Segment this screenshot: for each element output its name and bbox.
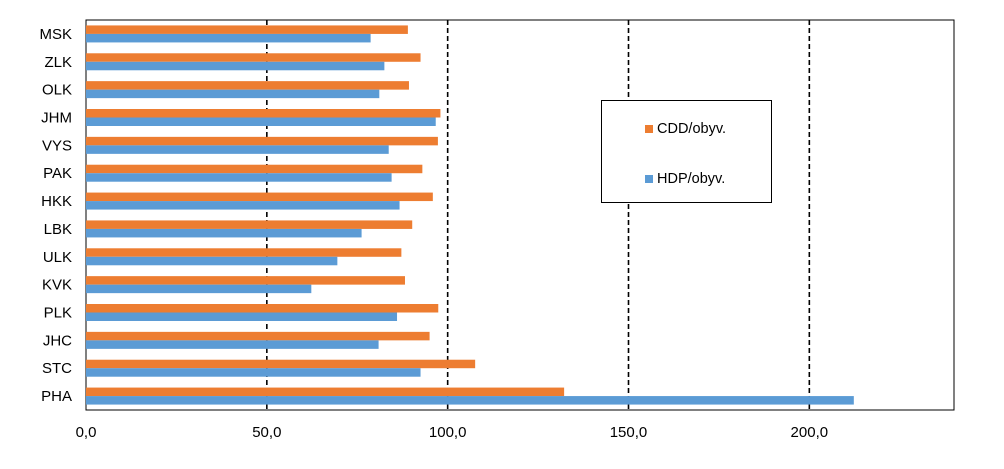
bar-hkk-hdp [86, 201, 400, 210]
category-label-kvk: KVK [42, 277, 72, 294]
plot-area [85, 19, 955, 411]
category-label-jhc: JHC [43, 332, 72, 349]
category-label-pha: PHA [41, 388, 72, 405]
legend: CDD/obyv. HDP/obyv. [601, 100, 772, 203]
bar-ulk-hdp [86, 256, 338, 266]
bar-pak-cdd [86, 164, 423, 174]
category-label-plk: PLK [44, 305, 72, 322]
x-tick-label-4: 200,0 [791, 424, 829, 441]
bar-lbk-cdd [86, 220, 413, 229]
bars-layer [86, 25, 854, 405]
x-tick-label-1: 50,0 [252, 424, 281, 441]
legend-item-cdd: CDD/obyv. [645, 121, 726, 137]
bar-jhc-hdp [86, 340, 379, 349]
category-label-vys: VYS [42, 137, 72, 154]
bar-msk-hdp [86, 33, 371, 43]
category-label-msk: MSK [39, 26, 72, 43]
bar-vys-hdp [86, 145, 389, 154]
bar-ulk-cdd [86, 248, 402, 257]
category-labels: MSK ZLK OLK JHM VYS PAK HKK LBK ULK KVK PLK JHC STC P… [39, 26, 72, 405]
legend-swatch-hdp [645, 175, 653, 183]
legend-swatch-cdd [645, 125, 653, 133]
bar-vys-cdd [86, 136, 438, 146]
bar-pha-hdp [86, 396, 854, 405]
category-label-hkk: HKK [41, 193, 72, 210]
bar-stc-hdp [86, 368, 421, 377]
bar-jhc-cdd [86, 331, 430, 341]
bar-pha-cdd [86, 387, 565, 397]
bar-msk-cdd [86, 25, 408, 34]
category-label-stc: STC [42, 360, 72, 377]
legend-label-cdd: CDD/obyv. [657, 121, 727, 137]
category-label-pak: PAK [43, 165, 72, 182]
bar-zlk-hdp [86, 61, 385, 71]
bar-hkk-cdd [86, 192, 433, 202]
legend-label-hdp: HDP/obyv. [657, 171, 726, 187]
bar-stc-cdd [86, 359, 476, 369]
x-tick-labels: 0,0 50,0 100,0 150,0 200,0 [76, 424, 829, 441]
x-tick-label-2: 100,0 [429, 424, 467, 441]
bar-olk-hdp [86, 89, 380, 99]
category-label-zlk: ZLK [44, 54, 72, 71]
x-tick-label-0: 0,0 [76, 424, 97, 441]
bar-olk-cdd [86, 81, 409, 90]
x-tick-label-3: 150,0 [610, 424, 648, 441]
bar-jhm-cdd [86, 109, 441, 118]
bar-plk-cdd [86, 304, 439, 313]
legend-item-hdp: HDP/obyv. [645, 171, 725, 187]
bar-kvk-hdp [86, 284, 312, 294]
bar-lbk-hdp [86, 228, 362, 238]
category-label-ulk: ULK [43, 249, 72, 266]
category-label-olk: OLK [42, 82, 72, 99]
category-label-lbk: LBK [44, 221, 72, 238]
bar-plk-hdp [86, 312, 398, 321]
bar-jhm-hdp [86, 117, 436, 126]
bar-kvk-cdd [86, 276, 405, 285]
bar-zlk-cdd [86, 53, 421, 62]
category-label-jhm: JHM [41, 110, 72, 127]
bar-pak-hdp [86, 173, 392, 182]
